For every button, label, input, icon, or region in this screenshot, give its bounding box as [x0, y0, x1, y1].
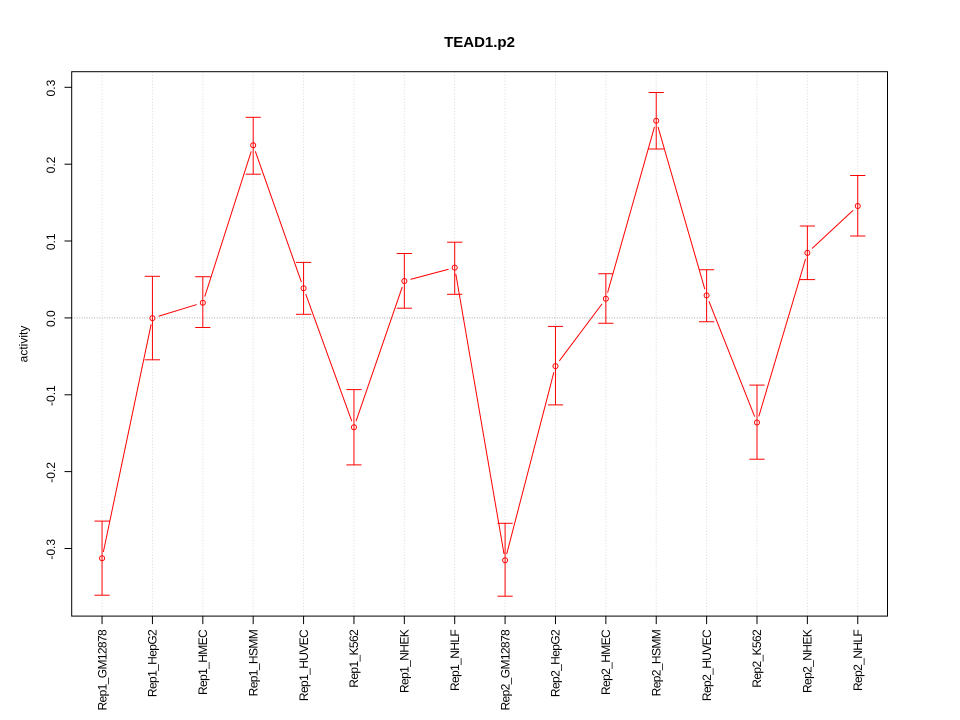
svg-text:-0.3: -0.3 [44, 539, 58, 560]
svg-text:Rep2_NHEK: Rep2_NHEK [801, 629, 815, 693]
svg-text:Rep2_NHLF: Rep2_NHLF [851, 630, 865, 691]
svg-text:0.0: 0.0 [44, 310, 58, 327]
svg-text:Rep2_HepG2: Rep2_HepG2 [549, 629, 563, 697]
svg-text:0.2: 0.2 [44, 156, 58, 173]
svg-text:0.1: 0.1 [44, 233, 58, 250]
svg-text:-0.1: -0.1 [44, 385, 58, 406]
svg-text:Rep2_HUVEC: Rep2_HUVEC [700, 629, 714, 701]
svg-text:Rep1_HMEC: Rep1_HMEC [196, 629, 210, 695]
svg-text:Rep2_GM12878: Rep2_GM12878 [498, 629, 512, 711]
svg-text:Rep1_NHLF: Rep1_NHLF [448, 630, 462, 691]
svg-text:Rep1_HepG2: Rep1_HepG2 [146, 629, 160, 697]
svg-text:0.3: 0.3 [44, 79, 58, 96]
svg-text:-0.2: -0.2 [44, 462, 58, 483]
svg-text:Rep1_K562: Rep1_K562 [347, 629, 361, 688]
svg-text:Rep1_GM12878: Rep1_GM12878 [95, 629, 109, 711]
svg-text:Rep2_K562: Rep2_K562 [750, 629, 764, 688]
svg-text:Rep2_HMEC: Rep2_HMEC [599, 629, 613, 695]
svg-text:Rep1_NHEK: Rep1_NHEK [398, 629, 412, 693]
svg-text:Rep1_HUVEC: Rep1_HUVEC [297, 629, 311, 701]
svg-text:TEAD1.p2: TEAD1.p2 [444, 34, 515, 51]
svg-text:Rep2_HSMM: Rep2_HSMM [649, 629, 663, 696]
svg-text:activity: activity [17, 326, 31, 363]
svg-text:Rep1_HSMM: Rep1_HSMM [246, 629, 260, 696]
